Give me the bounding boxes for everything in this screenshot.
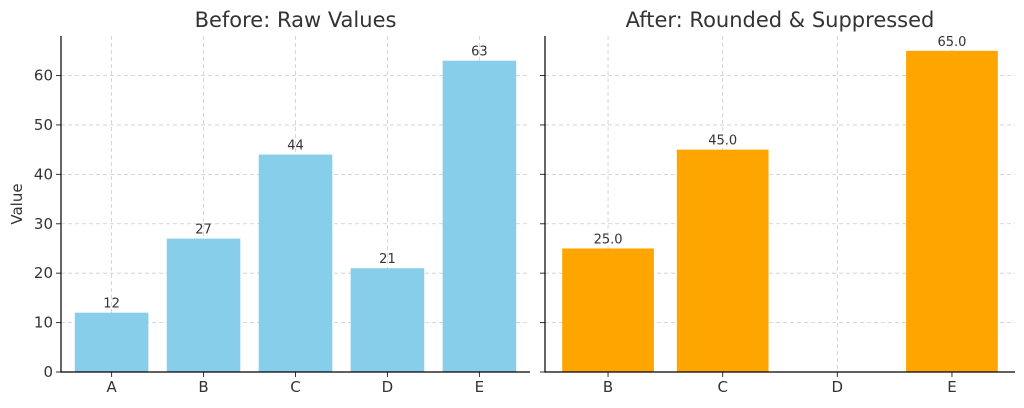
bar-E [906,50,998,373]
x-tick-label: C [717,378,727,396]
y-tick-label: 60 [34,67,53,85]
y-tick-label: 20 [34,264,53,282]
data-label: 12 [103,297,120,312]
panel-after: After: Rounded & Suppressed 25.0 45.0 65.0… [540,8,1015,396]
bar-E [442,60,517,373]
x-tick-label: D [832,378,844,396]
data-label: 63 [471,45,488,60]
y-axis-label: Value [8,183,26,224]
chart-title: Before: Raw Values [195,8,397,32]
axis-spine [544,36,1015,373]
x-tick-label: A [106,378,117,396]
x-tick-label: E [947,378,956,396]
panel-before: Before: Raw Values Value 0 10 20 30 40 50 60 12… [8,8,530,396]
bar-A [74,312,149,372]
y-tick-label: 30 [34,215,53,233]
bar-D [350,268,425,372]
data-label: 45.0 [708,134,737,149]
x-tick-label: C [290,378,300,396]
chart-title: After: Rounded & Suppressed [626,8,935,32]
bar-C [676,149,769,372]
data-label: 27 [195,223,212,238]
x-tick-label: B [198,378,208,396]
bar-B [166,238,241,372]
y-tick-label: 50 [34,116,53,134]
data-label: 21 [379,252,396,267]
y-tick-label: 40 [34,165,53,183]
data-label: 65.0 [937,35,966,50]
bar-B [562,248,654,372]
data-label: 25.0 [594,232,623,247]
y-tick-label: 0 [43,363,53,381]
data-label: 44 [287,139,304,154]
x-tick-label: B [603,378,613,396]
x-tick-label: E [475,378,484,396]
bar-C [258,154,333,372]
y-tick-label: 10 [34,314,53,332]
axis-spine [60,36,530,373]
x-tick-label: D [382,378,394,396]
